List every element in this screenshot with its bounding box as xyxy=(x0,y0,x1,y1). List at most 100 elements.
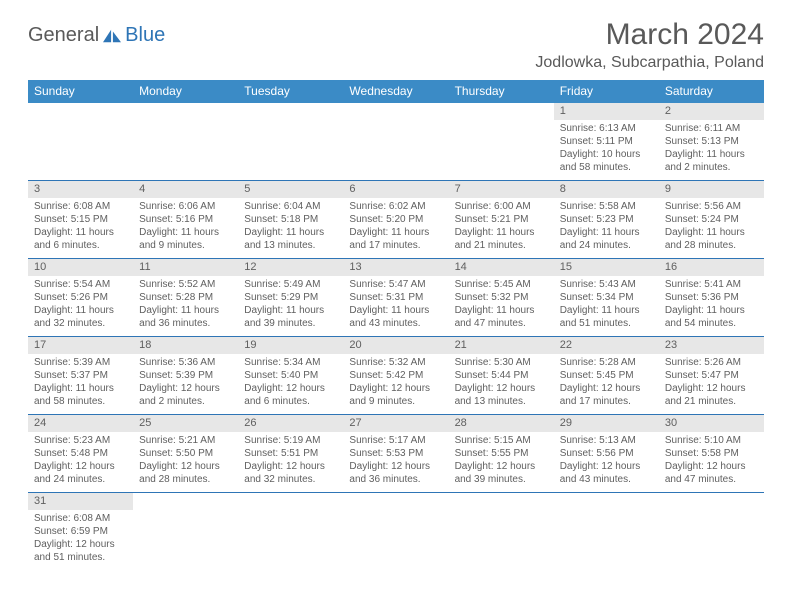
day-details: Sunrise: 5:19 AMSunset: 5:51 PMDaylight:… xyxy=(238,432,343,490)
calendar-cell: 16Sunrise: 5:41 AMSunset: 5:36 PMDayligh… xyxy=(659,259,764,337)
day-number: 4 xyxy=(133,181,238,198)
calendar-cell: 21Sunrise: 5:30 AMSunset: 5:44 PMDayligh… xyxy=(449,337,554,415)
calendar-cell: 10Sunrise: 5:54 AMSunset: 5:26 PMDayligh… xyxy=(28,259,133,337)
sunrise-text: Sunrise: 5:26 AM xyxy=(665,356,758,369)
day-number: 27 xyxy=(343,415,448,432)
sunrise-text: Sunrise: 5:36 AM xyxy=(139,356,232,369)
day-details: Sunrise: 5:45 AMSunset: 5:32 PMDaylight:… xyxy=(449,276,554,334)
sunrise-text: Sunrise: 5:54 AM xyxy=(34,278,127,291)
daylight-text: Daylight: 11 hours and 9 minutes. xyxy=(139,226,232,252)
sunset-text: Sunset: 5:34 PM xyxy=(560,291,653,304)
day-details: Sunrise: 5:21 AMSunset: 5:50 PMDaylight:… xyxy=(133,432,238,490)
weekday-header: Friday xyxy=(554,80,659,103)
day-details: Sunrise: 5:32 AMSunset: 5:42 PMDaylight:… xyxy=(343,354,448,412)
calendar-cell xyxy=(343,493,448,571)
day-details: Sunrise: 5:52 AMSunset: 5:28 PMDaylight:… xyxy=(133,276,238,334)
sunrise-text: Sunrise: 5:21 AM xyxy=(139,434,232,447)
weekday-header: Monday xyxy=(133,80,238,103)
day-details: Sunrise: 5:58 AMSunset: 5:23 PMDaylight:… xyxy=(554,198,659,256)
day-details: Sunrise: 5:54 AMSunset: 5:26 PMDaylight:… xyxy=(28,276,133,334)
calendar-cell: 15Sunrise: 5:43 AMSunset: 5:34 PMDayligh… xyxy=(554,259,659,337)
calendar-cell: 31Sunrise: 6:08 AMSunset: 6:59 PMDayligh… xyxy=(28,493,133,571)
calendar-cell xyxy=(238,493,343,571)
sunset-text: Sunset: 5:39 PM xyxy=(139,369,232,382)
calendar-cell: 27Sunrise: 5:17 AMSunset: 5:53 PMDayligh… xyxy=(343,415,448,493)
daylight-text: Daylight: 12 hours and 47 minutes. xyxy=(665,460,758,486)
sunset-text: Sunset: 5:44 PM xyxy=(455,369,548,382)
day-details: Sunrise: 5:36 AMSunset: 5:39 PMDaylight:… xyxy=(133,354,238,412)
location-subtitle: Jodlowka, Subcarpathia, Poland xyxy=(535,54,764,72)
sunrise-text: Sunrise: 5:28 AM xyxy=(560,356,653,369)
day-number: 25 xyxy=(133,415,238,432)
sunrise-text: Sunrise: 5:17 AM xyxy=(349,434,442,447)
daylight-text: Daylight: 12 hours and 9 minutes. xyxy=(349,382,442,408)
calendar-cell: 12Sunrise: 5:49 AMSunset: 5:29 PMDayligh… xyxy=(238,259,343,337)
day-number: 10 xyxy=(28,259,133,276)
weekday-header: Saturday xyxy=(659,80,764,103)
day-details: Sunrise: 6:02 AMSunset: 5:20 PMDaylight:… xyxy=(343,198,448,256)
sunset-text: Sunset: 5:58 PM xyxy=(665,447,758,460)
sunset-text: Sunset: 5:20 PM xyxy=(349,213,442,226)
sunrise-text: Sunrise: 5:47 AM xyxy=(349,278,442,291)
sunrise-text: Sunrise: 6:11 AM xyxy=(665,122,758,135)
sunrise-text: Sunrise: 6:04 AM xyxy=(244,200,337,213)
sunrise-text: Sunrise: 5:34 AM xyxy=(244,356,337,369)
sunrise-text: Sunrise: 5:39 AM xyxy=(34,356,127,369)
sunrise-text: Sunrise: 5:10 AM xyxy=(665,434,758,447)
sunset-text: Sunset: 5:50 PM xyxy=(139,447,232,460)
day-number: 22 xyxy=(554,337,659,354)
month-title: March 2024 xyxy=(535,18,764,52)
day-details: Sunrise: 5:28 AMSunset: 5:45 PMDaylight:… xyxy=(554,354,659,412)
calendar-cell xyxy=(449,103,554,181)
sunrise-text: Sunrise: 5:49 AM xyxy=(244,278,337,291)
day-details: Sunrise: 6:00 AMSunset: 5:21 PMDaylight:… xyxy=(449,198,554,256)
header: General Blue March 2024 Jodlowka, Subcar… xyxy=(28,18,764,72)
sunrise-text: Sunrise: 5:45 AM xyxy=(455,278,548,291)
calendar-cell: 8Sunrise: 5:58 AMSunset: 5:23 PMDaylight… xyxy=(554,181,659,259)
calendar-cell: 3Sunrise: 6:08 AMSunset: 5:15 PMDaylight… xyxy=(28,181,133,259)
calendar-cell: 30 Sunrise: 5:10 AMSunset: 5:58 PMDayligh… xyxy=(659,415,764,493)
daylight-text: Daylight: 11 hours and 24 minutes. xyxy=(560,226,653,252)
calendar-cell: 28Sunrise: 5:15 AMSunset: 5:55 PMDayligh… xyxy=(449,415,554,493)
sunset-text: Sunset: 5:37 PM xyxy=(34,369,127,382)
day-number: 30 xyxy=(659,415,764,432)
calendar-cell: 4Sunrise: 6:06 AMSunset: 5:16 PMDaylight… xyxy=(133,181,238,259)
day-details: Sunrise: 5:23 AMSunset: 5:48 PMDaylight:… xyxy=(28,432,133,490)
sunrise-text: Sunrise: 5:56 AM xyxy=(665,200,758,213)
calendar-cell: 6Sunrise: 6:02 AMSunset: 5:20 PMDaylight… xyxy=(343,181,448,259)
daylight-text: Daylight: 12 hours and 2 minutes. xyxy=(139,382,232,408)
calendar-cell xyxy=(343,103,448,181)
day-details: Sunrise: 5:15 AMSunset: 5:55 PMDaylight:… xyxy=(449,432,554,490)
sail-icon xyxy=(103,29,121,43)
day-number: 1 xyxy=(554,103,659,120)
day-number: 5 xyxy=(238,181,343,198)
sunset-text: Sunset: 5:29 PM xyxy=(244,291,337,304)
sunrise-text: Sunrise: 5:43 AM xyxy=(560,278,653,291)
sunset-text: Sunset: 5:28 PM xyxy=(139,291,232,304)
calendar-cell: 17Sunrise: 5:39 AMSunset: 5:37 PMDayligh… xyxy=(28,337,133,415)
weekday-header: Thursday xyxy=(449,80,554,103)
day-details: Sunrise: 5:49 AMSunset: 5:29 PMDaylight:… xyxy=(238,276,343,334)
daylight-text: Daylight: 11 hours and 13 minutes. xyxy=(244,226,337,252)
sunrise-text: Sunrise: 5:15 AM xyxy=(455,434,548,447)
day-details: Sunrise: 6:06 AMSunset: 5:16 PMDaylight:… xyxy=(133,198,238,256)
sunset-text: Sunset: 5:45 PM xyxy=(560,369,653,382)
logo-text-general: General xyxy=(28,24,99,47)
day-number: 19 xyxy=(238,337,343,354)
calendar-cell: 23Sunrise: 5:26 AMSunset: 5:47 PMDayligh… xyxy=(659,337,764,415)
sunset-text: Sunset: 5:40 PM xyxy=(244,369,337,382)
logo: General Blue xyxy=(28,24,165,47)
day-details: Sunrise: 5:47 AMSunset: 5:31 PMDaylight:… xyxy=(343,276,448,334)
calendar-cell: 19Sunrise: 5:34 AMSunset: 5:40 PMDayligh… xyxy=(238,337,343,415)
calendar-table: SundayMondayTuesdayWednesdayThursdayFrid… xyxy=(28,80,764,571)
calendar-cell: 9Sunrise: 5:56 AMSunset: 5:24 PMDaylight… xyxy=(659,181,764,259)
calendar-cell: 25Sunrise: 5:21 AMSunset: 5:50 PMDayligh… xyxy=(133,415,238,493)
logo-text-blue: Blue xyxy=(125,24,165,47)
daylight-text: Daylight: 12 hours and 24 minutes. xyxy=(34,460,127,486)
day-details: Sunrise: 5:17 AMSunset: 5:53 PMDaylight:… xyxy=(343,432,448,490)
calendar-cell xyxy=(659,493,764,571)
sunset-text: Sunset: 5:53 PM xyxy=(349,447,442,460)
sunset-text: Sunset: 5:31 PM xyxy=(349,291,442,304)
sunset-text: Sunset: 5:21 PM xyxy=(455,213,548,226)
day-number: 2 xyxy=(659,103,764,120)
